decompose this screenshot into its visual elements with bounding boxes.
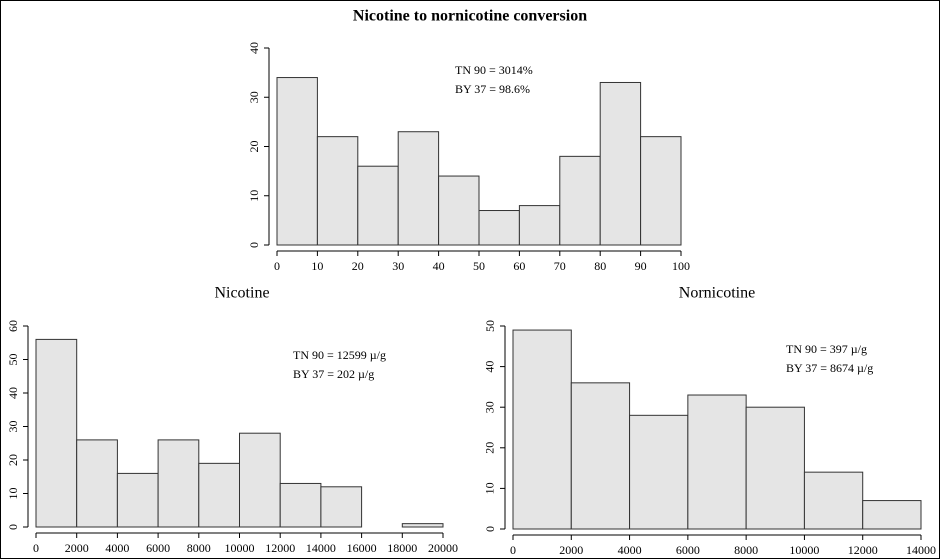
bar	[397, 131, 440, 246]
x-tick-label: 0	[510, 543, 516, 557]
annotation: BY 37 = 202 µ/g	[293, 367, 374, 381]
annotation: BY 37 = 98.6%	[455, 82, 530, 96]
y-tick-label: 10	[6, 488, 20, 500]
x-tick-label: 6000	[676, 543, 700, 557]
x-tick-label: 50	[473, 259, 485, 273]
x-tick-label: 8000	[734, 543, 758, 557]
annotation: TN 90 = 3014%	[455, 63, 533, 77]
x-tick-label: 0	[274, 259, 280, 273]
annotation: TN 90 = 397 µ/g	[786, 342, 867, 356]
bar	[599, 81, 642, 246]
bar	[640, 136, 682, 246]
x-tick-label: 6000	[146, 541, 170, 555]
x-tick-label: 10000	[789, 543, 819, 557]
y-tick-label: 10	[483, 482, 497, 494]
bar	[401, 523, 444, 528]
y-tick-label: 30	[6, 421, 20, 433]
bar	[512, 329, 572, 530]
bar	[862, 500, 922, 530]
y-tick-label: 0	[6, 524, 20, 530]
x-tick-label: 4000	[618, 543, 642, 557]
x-tick-label: 20000	[428, 541, 458, 555]
y-tick-label: 40	[483, 361, 497, 373]
x-tick-label: 8000	[187, 541, 211, 555]
chart-title: Nicotine to nornicotine conversion	[353, 8, 587, 25]
bar	[438, 175, 480, 246]
chart-title: Nornicotine	[679, 285, 755, 302]
y-tick-label: 60	[6, 320, 20, 332]
x-tick-label: 10000	[225, 541, 255, 555]
bar	[116, 472, 159, 528]
x-tick-label: 0	[33, 541, 39, 555]
bar	[316, 136, 359, 246]
bar	[276, 77, 318, 246]
chart-title: Nicotine	[214, 285, 269, 302]
y-tick-label: 50	[483, 320, 497, 332]
y-tick-label: 20	[247, 141, 261, 153]
bar	[198, 462, 241, 528]
x-tick-label: 14000	[306, 541, 336, 555]
x-tick-label: 18000	[387, 541, 417, 555]
x-tick-label: 30	[392, 259, 404, 273]
bar	[320, 486, 363, 528]
y-tick-label: 30	[483, 401, 497, 413]
x-tick-label: 12000	[848, 543, 878, 557]
x-tick-label: 12000	[265, 541, 295, 555]
y-tick-label: 10	[247, 190, 261, 202]
y-tick-label: 0	[483, 526, 497, 532]
bar	[570, 382, 631, 530]
bar	[239, 432, 281, 528]
bar	[478, 210, 520, 246]
y-tick-label: 30	[247, 91, 261, 103]
bar	[803, 471, 864, 530]
annotation: TN 90 = 12599 µ/g	[293, 348, 386, 362]
x-tick-label: 40	[433, 259, 445, 273]
bar	[279, 482, 322, 528]
x-tick-label: 60	[513, 259, 525, 273]
y-tick-label: 40	[6, 387, 20, 399]
y-tick-label: 40	[247, 42, 261, 54]
bar	[518, 205, 561, 246]
bar	[157, 439, 200, 528]
x-tick-label: 2000	[65, 541, 89, 555]
bar	[629, 414, 689, 530]
x-tick-label: 90	[635, 259, 647, 273]
x-tick-label: 14000	[906, 543, 936, 557]
x-tick-label: 70	[554, 259, 566, 273]
bar	[687, 394, 747, 530]
bar	[745, 406, 805, 530]
x-tick-label: 10	[311, 259, 323, 273]
x-tick-label: 4000	[105, 541, 129, 555]
bar	[559, 155, 601, 246]
x-tick-label: 100	[672, 259, 690, 273]
y-tick-label: 20	[483, 442, 497, 454]
bar	[357, 165, 399, 246]
x-tick-label: 2000	[559, 543, 583, 557]
x-tick-label: 20	[352, 259, 364, 273]
annotation: BY 37 = 8674 µ/g	[786, 361, 873, 375]
y-tick-label: 20	[6, 454, 20, 466]
y-tick-label: 50	[6, 354, 20, 366]
x-tick-label: 80	[594, 259, 606, 273]
bar	[35, 338, 78, 528]
x-tick-label: 16000	[347, 541, 377, 555]
bar	[76, 439, 118, 528]
y-tick-label: 0	[247, 242, 261, 248]
